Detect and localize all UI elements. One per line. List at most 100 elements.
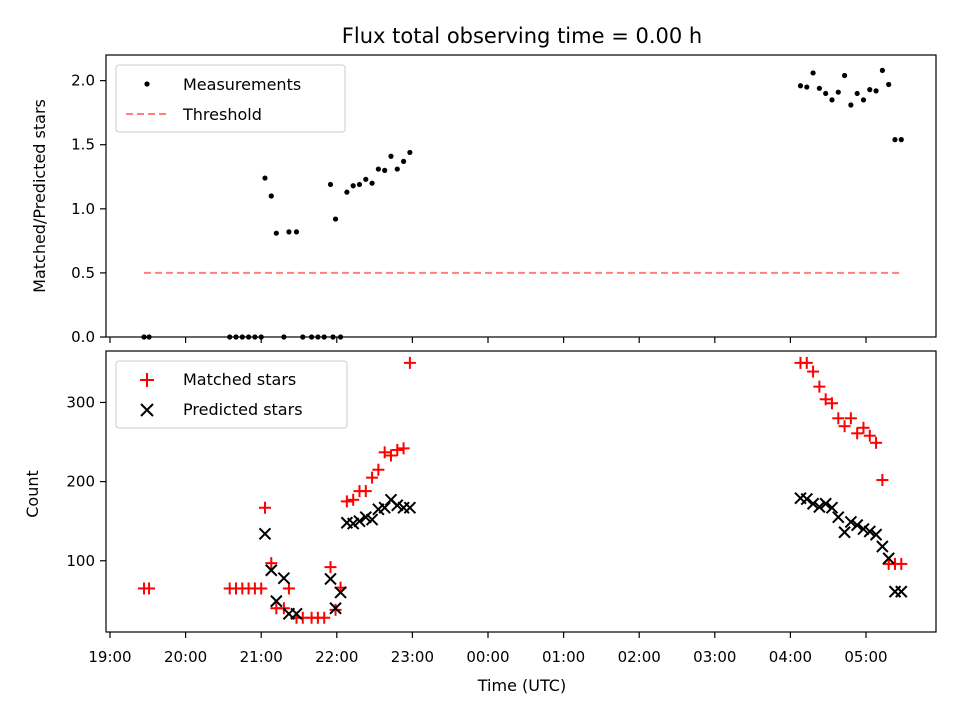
matched-stars-point [324,561,337,574]
predicted-stars-point [403,501,417,514]
matched-stars-point [378,446,391,459]
ratio-x-ticks [109,337,867,343]
measurement-point [835,89,841,95]
x-tick-label: 00:00 [466,648,509,666]
matched-stars-point [384,449,397,462]
x-tick-label: 22:00 [315,648,358,666]
measurement-point [309,334,315,340]
measurement-point [300,334,306,340]
measurement-point [394,166,400,172]
ratio-legend: Measurements Threshold [115,64,346,133]
matched-stars-point [870,436,883,449]
predicted-stars-point [844,515,858,529]
matched-stars-legend-marker [140,373,154,387]
matched-stars-point [857,421,870,434]
counts-y-axis-label: Count [23,470,42,518]
ratio-legend-box [115,64,346,133]
measurement-point [854,90,860,97]
predicted-stars-point [378,501,391,514]
y-tick-label: 200 [66,473,95,491]
matched-stars-point [403,356,416,369]
counts-legend-box [115,360,348,429]
ratio-plot-frame [105,54,937,338]
matched-stars-point [258,501,271,514]
measurement-point [239,334,245,340]
predicted-stars-point [882,552,895,565]
measurement-point [146,334,152,340]
matched-stars-point [265,557,278,570]
measurement-point [268,193,274,199]
measurement-point [246,334,252,340]
x-tick-label: 20:00 [164,648,207,666]
measurement-point [332,216,339,222]
predicted-stars-point [813,500,826,514]
predicted-stars-point [329,602,342,615]
measurement-point [810,70,816,76]
measurement-point [315,334,321,340]
measurement-point [867,87,873,93]
y-tick-label: 1.0 [71,200,95,218]
measurement-point [252,334,258,340]
predicted-stars-point [265,564,278,577]
matched-stars-point [340,495,353,508]
threshold-legend-label: Threshold [182,105,262,124]
predicted-stars-point [353,514,366,528]
matched-stars-point [366,471,379,484]
x-tick-label: 05:00 [844,648,887,666]
y-tick-label: 0.0 [71,328,95,346]
measurements-legend-marker [144,81,150,87]
measurement-point [227,334,233,340]
matched-stars-point [895,557,908,570]
predicted-stars-point [819,497,832,510]
measurement-point [327,181,334,188]
predicted-stars-point [365,513,379,526]
measurement-point [286,229,292,235]
measurement-point [344,189,350,195]
measurement-point [281,334,287,340]
measurement-point [886,81,892,88]
ratio-series [141,67,904,340]
matched-stars-point [282,582,295,595]
predicted-stars-point [838,526,851,539]
y-tick-label: 100 [66,552,95,570]
measurement-point [321,334,327,340]
measurement-point [273,230,279,236]
measurement-point [262,175,268,181]
measurement-point [330,334,336,340]
measurement-point [233,334,239,340]
predicted-stars-point [895,585,908,598]
measurement-point [873,88,879,94]
x-tick-label: 19:00 [88,648,131,666]
matched-stars-point [372,463,385,476]
predicted-stars-point [806,497,820,510]
matched-stars-point [851,427,864,440]
x-axis-label: Time (UTC) [477,676,566,695]
measurement-point [258,334,264,340]
measurement-point [369,180,375,186]
predicted-stars-legend-label: Predicted stars [183,400,303,419]
predicted-stars-point [277,571,291,585]
predicted-stars-point [876,540,889,553]
predicted-stars-point [832,511,845,524]
measurement-point [375,166,381,172]
predicted-stars-point [290,607,303,621]
measurement-point [382,167,388,173]
measurement-point [293,229,300,235]
measurement-point [337,334,344,340]
measurement-point [829,97,835,103]
measurement-point [841,72,848,79]
matched-stars-point [819,393,832,406]
x-tick-label: 01:00 [542,648,585,666]
predicted-stars-legend-marker [140,403,154,417]
y-tick-label: 300 [66,393,95,411]
matched-stars-point [329,603,342,616]
measurement-point [804,84,810,90]
y-tick-label: 2.0 [71,72,95,90]
measurement-point [848,102,854,108]
matched-stars-point [807,365,820,378]
measurement-point [879,67,885,73]
measurement-point [356,181,363,188]
predicted-stars-point [270,594,283,608]
measurement-point [898,137,904,143]
predicted-stars-point [800,492,813,506]
